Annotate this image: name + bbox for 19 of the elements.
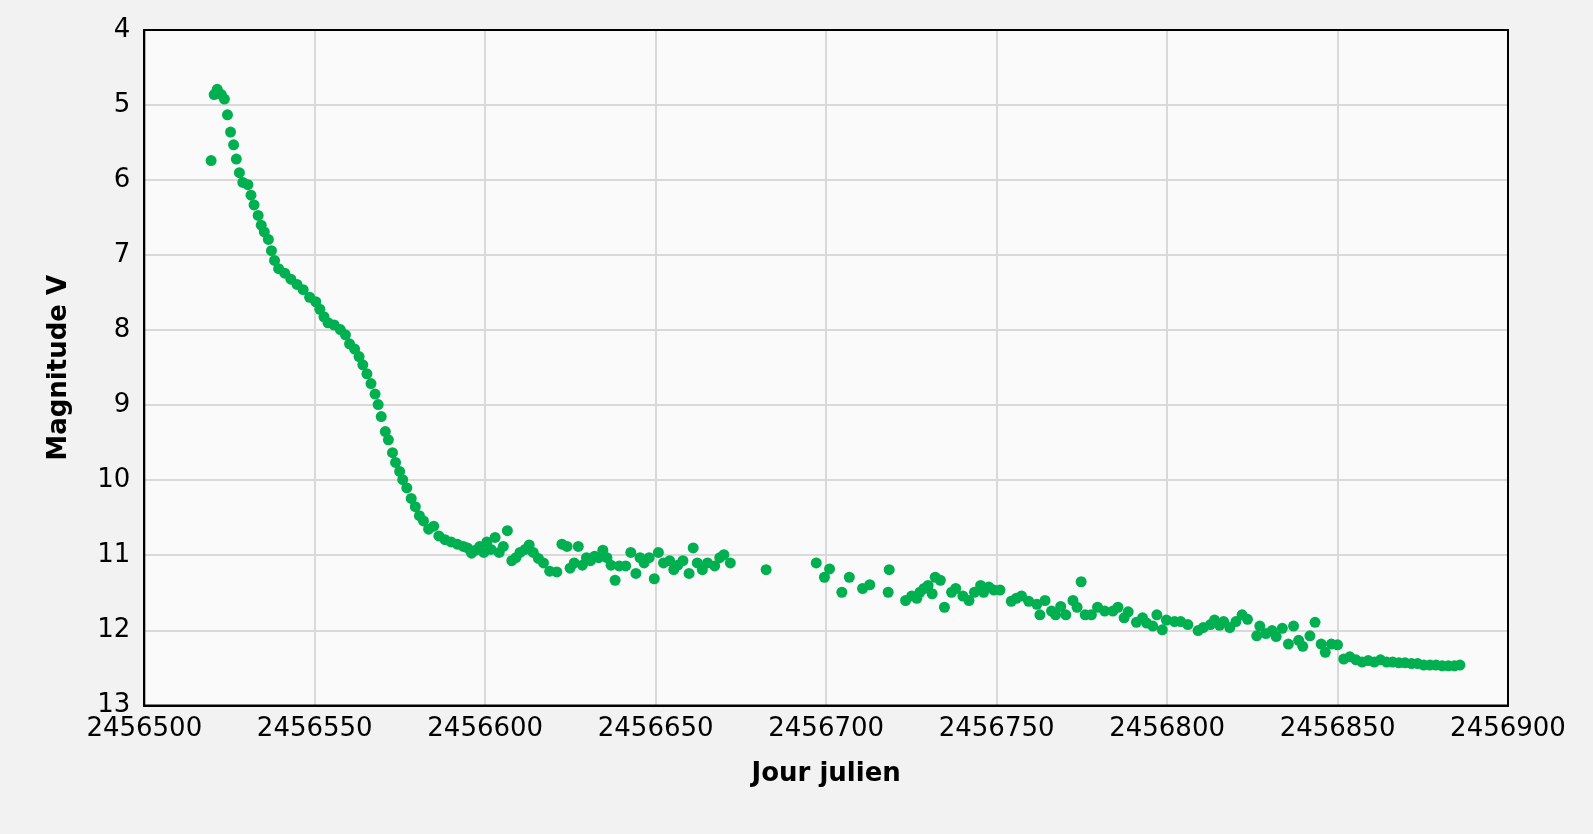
- x-axis-title: Jour julien: [749, 757, 901, 788]
- y-tick-label: 12: [97, 613, 131, 644]
- y-tick-label: 11: [97, 538, 131, 569]
- y-tick-label: 6: [113, 162, 131, 193]
- x-tick-label: 2456850: [1279, 711, 1396, 742]
- x-tick-label: 2456700: [768, 711, 885, 742]
- y-tick-label: 7: [113, 237, 131, 268]
- y-tick-label: 8: [113, 313, 131, 344]
- y-tick-label: 10: [97, 463, 131, 494]
- x-tick-label: 2456750: [938, 711, 1055, 742]
- y-tick-label: 4: [113, 12, 131, 43]
- y-tick-label: 5: [113, 87, 131, 118]
- x-tick-label: 2456900: [1450, 711, 1566, 742]
- x-tick-label: 2456600: [427, 711, 544, 742]
- x-tick-label: 2456550: [256, 711, 373, 742]
- x-tick-label: 2456650: [597, 711, 714, 742]
- y-axis-title: Magnitude V: [42, 274, 73, 461]
- y-tick-label: 9: [113, 388, 131, 419]
- x-tick-label: 2456800: [1109, 711, 1225, 742]
